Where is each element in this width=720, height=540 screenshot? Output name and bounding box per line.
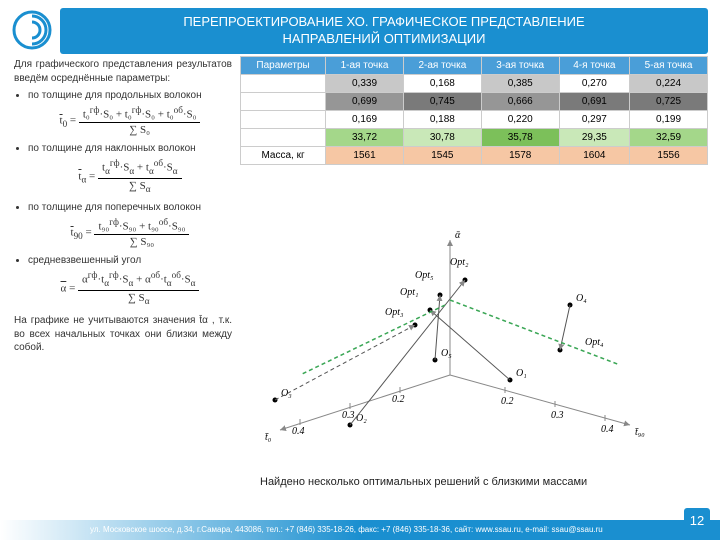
svg-text:Opt₃: Opt₃ — [385, 307, 404, 318]
bullet-1: по толщине для продольных волокон t0 = t… — [28, 89, 232, 137]
svg-text:Opt₄: Opt₄ — [585, 337, 604, 348]
svg-text:O₄: O₄ — [576, 293, 587, 304]
cell: 1556 — [630, 147, 708, 165]
optimization-chart: ᾱt̄₉₀t̄₀0.20.30.40.20.30.4O₁O₂O₃O₄O₅Opt₁… — [240, 210, 700, 470]
cell: 0,691 — [559, 93, 629, 111]
bullet-3: по толщине для поперечных волокон t90 = … — [28, 201, 232, 249]
cell: 0,725 — [630, 93, 708, 111]
cell: 33,72 — [326, 129, 404, 147]
svg-text:O₁: O₁ — [516, 368, 527, 379]
right-area: Параметры1-ая точка2-ая точка3-ая точка4… — [240, 56, 708, 165]
logo — [12, 10, 52, 50]
data-table: Параметры1-ая точка2-ая точка3-ая точка4… — [240, 56, 708, 165]
svg-text:0.3: 0.3 — [551, 410, 564, 421]
cell: 32,59 — [630, 129, 708, 147]
footer-contact: ул. Московское шоссе, д.34, г.Самара, 44… — [0, 520, 720, 540]
cell: 0,339 — [326, 75, 404, 93]
page-number: 12 — [684, 508, 710, 534]
cell: 1545 — [403, 147, 481, 165]
col-header: 1-ая точка — [326, 57, 404, 75]
cell: 0,385 — [481, 75, 559, 93]
cell: 0,699 — [326, 93, 404, 111]
svg-text:t̄₉₀: t̄₉₀ — [635, 427, 645, 438]
svg-text:Opt₅: Opt₅ — [415, 270, 434, 281]
col-header: 2-ая точка — [403, 57, 481, 75]
row-label — [241, 111, 326, 129]
formula-t0: t0 = t₀гф·S₀ + t₀гф·S₀ + t₀об·S₀∑ S₀ — [28, 105, 232, 137]
cell: 0,169 — [326, 111, 404, 129]
col-header: 3-ая точка — [481, 57, 559, 75]
cell: 1604 — [559, 147, 629, 165]
svg-text:Opt₁: Opt₁ — [400, 287, 418, 298]
svg-text:Opt₂: Opt₂ — [450, 257, 469, 268]
cell: 0,745 — [403, 93, 481, 111]
cell: 1578 — [481, 147, 559, 165]
cell: 0,199 — [630, 111, 708, 129]
svg-text:0.4: 0.4 — [292, 426, 305, 437]
col-header: 5-ая точка — [630, 57, 708, 75]
svg-text:ᾱ: ᾱ — [455, 230, 461, 241]
svg-text:0.4: 0.4 — [601, 424, 614, 435]
cell: 0,666 — [481, 93, 559, 111]
title-line1: ПЕРЕПРОЕКТИРОВАНИЕ ХО. ГРАФИЧЕСКОЕ ПРЕДС… — [183, 14, 584, 29]
formula-alpha: α = αгф·tαгф·Sα + αоб·tαоб·Sα∑ Sα — [28, 270, 232, 308]
chart-caption: Найдено несколько оптимальных решений с … — [260, 476, 640, 488]
row-label: Масса, кг — [241, 147, 326, 165]
left-text: Для графического представления результат… — [14, 58, 232, 355]
cell: 0,220 — [481, 111, 559, 129]
cell: 30,78 — [403, 129, 481, 147]
cell: 0,168 — [403, 75, 481, 93]
row-label — [241, 93, 326, 111]
cell: 1561 — [326, 147, 404, 165]
formula-ta: tα = tαгф·Sα + tαоб·Sα∑ Sα — [28, 158, 232, 196]
svg-text:O₃: O₃ — [281, 388, 292, 399]
cell: 35,78 — [481, 129, 559, 147]
svg-text:t̄₀: t̄₀ — [265, 432, 272, 443]
cell: 0,270 — [559, 75, 629, 93]
svg-text:0.2: 0.2 — [392, 394, 405, 405]
cell: 29,35 — [559, 129, 629, 147]
note-text: На графике не учитываются значения t̄α ,… — [14, 314, 232, 355]
row-label — [241, 75, 326, 93]
slide-title: ПЕРЕПРОЕКТИРОВАНИЕ ХО. ГРАФИЧЕСКОЕ ПРЕДС… — [60, 8, 708, 54]
cell: 0,224 — [630, 75, 708, 93]
cell: 0,297 — [559, 111, 629, 129]
intro-text: Для графического представления результат… — [14, 58, 232, 85]
row-label — [241, 129, 326, 147]
cell: 0,188 — [403, 111, 481, 129]
col-header: 4-я точка — [559, 57, 629, 75]
svg-text:0.3: 0.3 — [342, 410, 355, 421]
bullet-2: по толщине для наклонных волокон tα = tα… — [28, 142, 232, 196]
formula-t90: t90 = t₉₀гф·S₉₀ + t₉₀об·S₉₀∑ S₉₀ — [28, 217, 232, 249]
svg-text:0.2: 0.2 — [501, 396, 514, 407]
col-header: Параметры — [241, 57, 326, 75]
svg-text:O₅: O₅ — [441, 348, 452, 359]
bullet-4: средневзвешенный угол α = αгф·tαгф·Sα + … — [28, 254, 232, 308]
title-line2: НАПРАВЛЕНИЙ ОПТИМИЗАЦИИ — [283, 31, 486, 46]
